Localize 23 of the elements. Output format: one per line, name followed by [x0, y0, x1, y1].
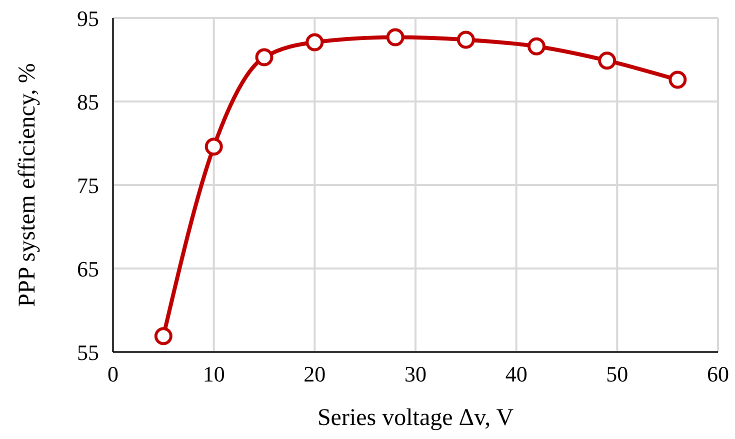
y-tick-label: 55 — [77, 340, 99, 365]
x-tick-label: 0 — [108, 362, 118, 387]
point — [306, 33, 324, 52]
x-tick-label: 10 — [202, 362, 225, 387]
x-tick-label: 20 — [304, 362, 326, 387]
point — [456, 30, 475, 49]
x-tick-label: 50 — [606, 362, 628, 387]
y-tick-label: 75 — [77, 172, 99, 198]
x-tick-label: 60 — [707, 362, 729, 387]
point — [386, 28, 404, 46]
point — [154, 327, 172, 346]
point — [204, 138, 223, 156]
x-tick-label: 30 — [404, 362, 426, 387]
point — [598, 52, 616, 70]
y-axis-title: PPP system efficiency, % — [14, 63, 41, 307]
x-tick-label: 40 — [505, 362, 528, 387]
point — [255, 48, 274, 66]
y-tick-label: 95 — [77, 6, 99, 31]
point — [668, 70, 687, 89]
x-axis-title: Series voltage Δv, V — [317, 405, 514, 431]
point — [528, 37, 546, 56]
y-tick-label: 65 — [77, 256, 99, 282]
y-tick-label: 85 — [77, 89, 99, 114]
